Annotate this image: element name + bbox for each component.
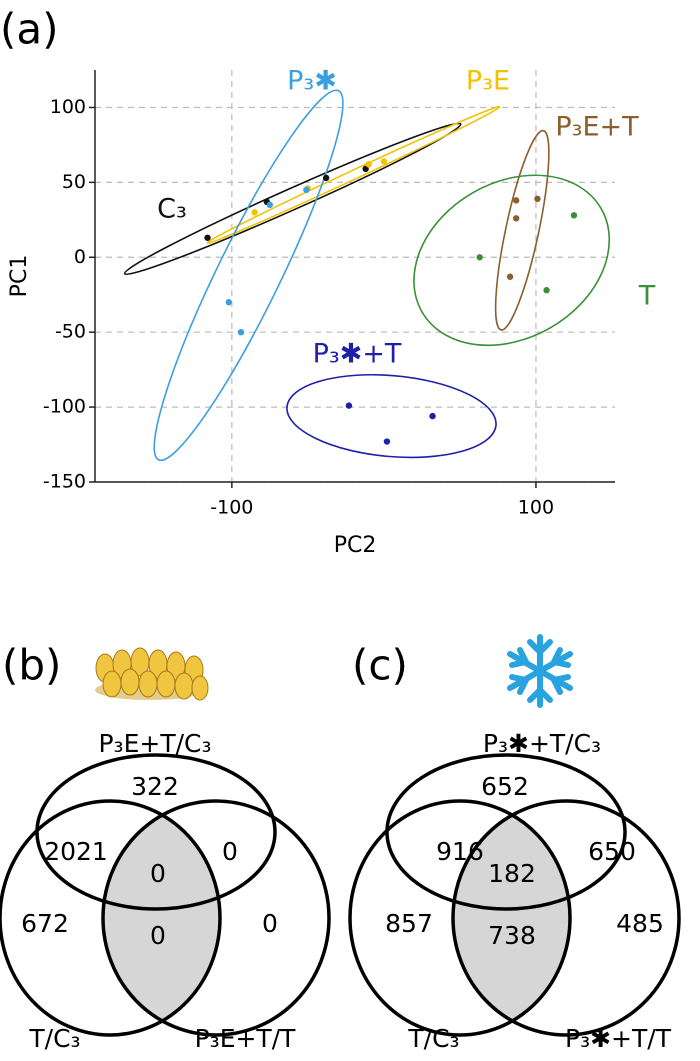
set-label: P₃✱+T/T [565, 1024, 672, 1053]
x-tick-label: 100 [518, 497, 554, 519]
venn-set [101, 799, 331, 1037]
venn-set [348, 799, 572, 1037]
group-label: P₃✱ [287, 66, 337, 97]
data-point [204, 234, 211, 241]
region-count: 857 [385, 909, 433, 938]
data-point [506, 273, 514, 280]
data-point [429, 412, 436, 420]
group-label: P₃E+T [555, 112, 639, 143]
panel-label: (b) [2, 641, 61, 690]
region-count: 0 [262, 909, 278, 938]
region-count: 672 [21, 909, 69, 938]
set-label: T/C₃ [28, 1024, 80, 1053]
x-axis-label: PC2 [334, 533, 377, 558]
set-label: P₃E+T/C₃ [98, 729, 211, 758]
venn-set [0, 799, 222, 1037]
region-count: 738 [488, 921, 536, 950]
confidence-ellipse [286, 373, 497, 459]
data-point [543, 287, 550, 294]
venn-set [451, 799, 681, 1037]
region-count: 0 [222, 837, 238, 866]
data-point [303, 186, 310, 194]
confidence-ellipse [413, 174, 611, 347]
confidence-ellipse [206, 105, 501, 244]
region-count: 916 [436, 837, 484, 866]
pollen-icon [95, 647, 209, 701]
region-count: 0 [150, 859, 166, 888]
data-point [534, 195, 541, 203]
data-point [512, 197, 520, 204]
group-label: T [638, 281, 656, 312]
group-label: P₃✱+T [313, 339, 402, 370]
data-point [365, 161, 372, 168]
data-point [237, 328, 245, 336]
confidence-ellipse [153, 89, 344, 462]
region-count: 0 [150, 921, 166, 950]
panel-label: (c) [352, 641, 408, 690]
data-point [570, 212, 578, 219]
region-count: 650 [588, 837, 636, 866]
y-tick-label: 100 [50, 96, 86, 118]
group-label: C₃ [157, 194, 187, 225]
y-tick-label: 0 [74, 246, 86, 268]
data-point [512, 215, 520, 222]
overlap-shade [103, 801, 220, 1035]
data-point [251, 209, 258, 216]
y-axis-label: PC1 [7, 255, 32, 298]
region-count: 322 [131, 772, 179, 801]
region-count: 485 [616, 909, 664, 938]
confidence-ellipse [123, 122, 462, 276]
panel-label: (a) [0, 5, 59, 54]
data-point [322, 174, 330, 182]
data-point [383, 438, 391, 445]
y-tick-label: 50 [62, 171, 86, 193]
data-point [225, 299, 233, 306]
y-tick-label: -150 [43, 471, 86, 493]
region-count: 182 [488, 859, 536, 888]
set-label: P₃✱+T/C₃ [483, 729, 601, 758]
y-tick-label: -100 [43, 396, 86, 418]
data-point [266, 201, 274, 209]
y-tick-label: -50 [55, 321, 86, 343]
data-point [345, 402, 353, 409]
region-count: 2021 [44, 837, 108, 866]
set-label: T/C₃ [407, 1024, 459, 1053]
set-label: P₃E+T/T [195, 1024, 297, 1053]
data-point [362, 165, 369, 173]
confidence-ellipse [494, 129, 550, 331]
region-count: 652 [481, 772, 529, 801]
snowflake-icon [507, 634, 573, 708]
group-label: P₃E [466, 66, 510, 97]
x-tick-label: -100 [210, 497, 253, 519]
data-point [476, 254, 483, 261]
overlap-shade [453, 801, 570, 1035]
data-point [380, 158, 388, 165]
